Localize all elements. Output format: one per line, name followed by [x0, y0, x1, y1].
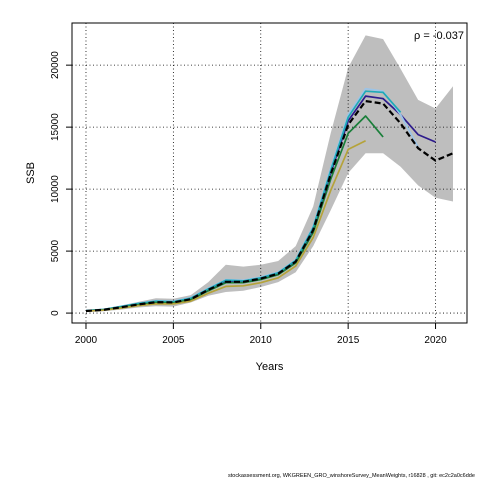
y-axis-title: SSB: [25, 162, 37, 184]
footer-credit: stockassessment.org, WKGREEN_GRO_winshor…: [228, 473, 475, 479]
plot-frame: [71, 22, 468, 324]
x-tick-label: 2020: [424, 335, 447, 346]
x-axis-title: Years: [256, 361, 284, 373]
band-area: [86, 35, 453, 313]
y-tick-label: 20000: [50, 51, 61, 79]
x-tick-label: 2010: [250, 335, 273, 346]
grid-lines: [72, 23, 467, 323]
y-tick-label: 15000: [50, 113, 61, 141]
x-axis: 2000 2005 2010 2015 2020: [75, 323, 447, 346]
rho-annotation: ρ = -0.037: [414, 30, 464, 42]
x-tick-label: 2015: [337, 335, 360, 346]
confidence-band: [86, 35, 453, 313]
x-tick-label: 2005: [162, 335, 185, 346]
x-tick-label: 2000: [75, 335, 98, 346]
series-line-6: [85, 100, 454, 313]
y-tick-label: 5000: [50, 240, 61, 263]
y-tick-label: 10000: [50, 175, 61, 203]
y-tick-label: 0: [50, 310, 61, 316]
series-lines: [85, 87, 454, 313]
y-axis: 0 5000 10000 15000 20000: [50, 51, 72, 316]
